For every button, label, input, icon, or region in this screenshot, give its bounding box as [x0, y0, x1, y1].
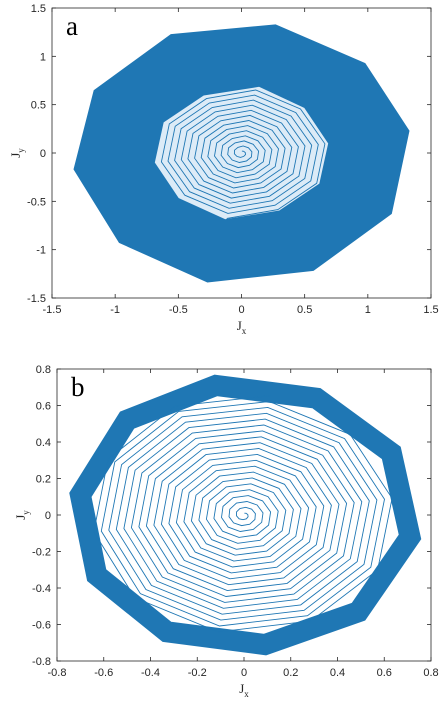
x-tick-label: -0.4: [141, 667, 160, 679]
y-tick-label: -1: [36, 245, 46, 257]
y-tick-label: -0.2: [32, 547, 51, 559]
dense-trajectory-band: [73, 24, 410, 283]
y-tick-label: 0.4: [36, 437, 51, 449]
x-tick-label: -0.6: [94, 667, 113, 679]
x-tick-label: 1: [365, 304, 371, 316]
plot-area: [73, 24, 410, 283]
x-tick-label: 0: [241, 667, 247, 679]
y-tick-label: -1.5: [27, 293, 46, 305]
x-tick-label: -0.5: [169, 304, 188, 316]
x-tick-label: -1: [110, 304, 120, 316]
x-tick-label: -0.2: [188, 667, 207, 679]
y-axis-label: Jy: [13, 510, 31, 520]
y-tick-label: -0.5: [27, 196, 46, 208]
y-tick-label: 0.2: [36, 474, 51, 486]
y-axis-label: Jy: [8, 148, 26, 158]
x-tick-label: 0.4: [330, 667, 345, 679]
y-tick-label: 0.5: [31, 100, 46, 112]
chart-panel-b: -0.8 -0.6 -0.4 -0.2 0 0.2 0.4 0.6 0.8 -0.8 -0.6 -0.…: [13, 364, 439, 699]
x-axis-label: Jx: [237, 318, 247, 336]
inner-region: [153, 85, 330, 221]
panel-label: a: [66, 11, 78, 41]
y-tick-label: -0.4: [32, 583, 51, 595]
x-tick-label: 0.6: [377, 667, 392, 679]
y-tick-label: 1: [40, 51, 46, 63]
y-tick-label: 0: [40, 148, 46, 160]
chart-panel-a: -1.5 -1 -0.5 0 0.5 1 1.5 -1.5 -1 -0.5 0 0.5 1 1.5 Jx Jy…: [8, 3, 439, 336]
x-tick-label: 0.8: [423, 667, 438, 679]
trajectory-spiral: [160, 89, 326, 219]
y-tick-label: -0.8: [32, 656, 51, 668]
y-tick-label: 0.8: [36, 364, 51, 376]
x-tick-label: -1.5: [43, 304, 62, 316]
y-tick-label: 0.6: [36, 401, 51, 413]
y-tick-label: 1.5: [31, 3, 46, 15]
x-tick-label: 1.5: [423, 304, 438, 316]
panel-label: b: [71, 372, 85, 402]
x-tick-label: 0.2: [283, 667, 298, 679]
x-tick-label: 0: [238, 304, 244, 316]
dense-trajectory-band: [69, 374, 422, 656]
trajectory-spiral: [93, 395, 393, 633]
x-tick-label: -0.8: [48, 667, 67, 679]
plot-area: [69, 374, 422, 656]
x-axis-label: Jx: [239, 681, 249, 699]
x-tick-label: 0.5: [297, 304, 312, 316]
y-tick-label: -0.6: [32, 620, 51, 632]
y-tick-label: 0: [45, 510, 51, 522]
